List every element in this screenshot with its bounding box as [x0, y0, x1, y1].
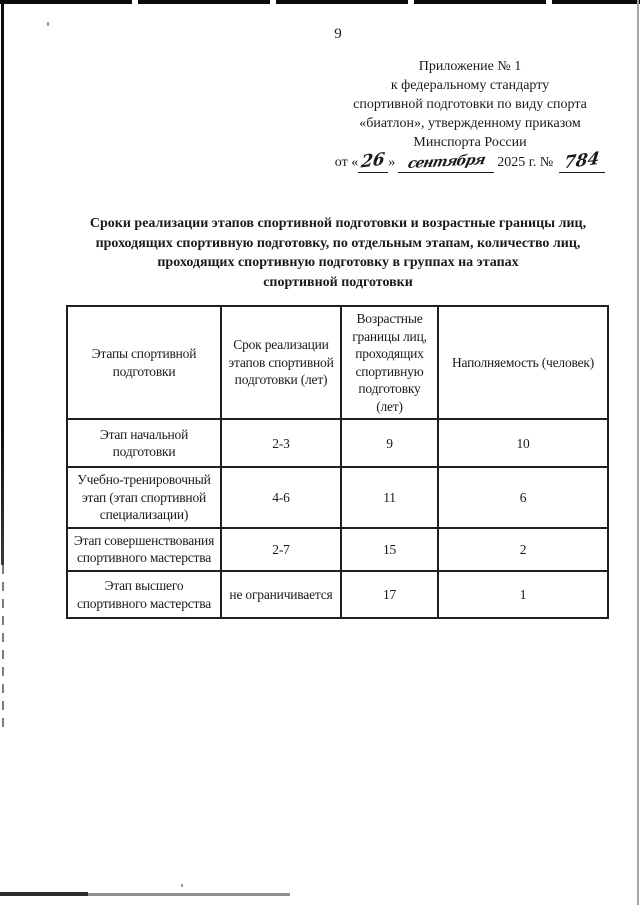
table-cell-age: 11	[340, 466, 439, 529]
table-cell-duration: 2-7	[220, 526, 342, 573]
table-cell-stage: Учебно-тренировочный этап (этап спортивн…	[66, 466, 222, 529]
document-title: Сроки реализации этапов спортивной подго…	[34, 214, 640, 292]
table-cell-stage: Этап совершенствования спортивного масте…	[66, 526, 222, 573]
appendix-line: спортивной подготовки по виду спорта	[353, 97, 587, 112]
column-header-stage: Этапы спортивной подготовки	[66, 304, 222, 421]
scan-edge-bottom-gray	[88, 893, 290, 896]
date-year: 2025 г. №	[497, 155, 554, 170]
table-cell-duration: 4-6	[220, 466, 342, 529]
date-close-quote: »	[388, 155, 396, 170]
appendix-line: Приложение № 1	[418, 59, 522, 74]
table-cell-age: 17	[340, 570, 439, 620]
table-row: Этап высшего спортивного мастерства не о…	[66, 570, 609, 620]
handwritten-day: 26	[360, 149, 387, 173]
date-month-blank: сентября	[398, 151, 495, 173]
date-prefix: от «	[334, 155, 359, 170]
date-number-blank: 784	[559, 148, 606, 174]
date-day-blank: 26	[358, 149, 389, 173]
title-line: спортивной подготовки	[263, 274, 413, 290]
handwritten-month: сентября	[406, 151, 487, 173]
table-cell-duration: 2-3	[220, 418, 342, 469]
table-cell-stage: Этап высшего спортивного мастерства	[66, 570, 222, 620]
column-header-age: Возрастные границы лиц, проходящих спорт…	[340, 304, 439, 421]
table-cell-capacity: 6	[437, 466, 609, 529]
scan-speck	[181, 884, 183, 887]
appendix-line: Минспорта России	[413, 135, 527, 150]
column-header-capacity: Наполняемость (человек)	[437, 304, 609, 421]
date-line: от « 26 » сентября 2025 г. № 784	[332, 148, 608, 174]
appendix-line: к федеральному стандарту	[390, 78, 550, 93]
title-line: проходящих спортивную подготовку, по отд…	[95, 235, 581, 251]
scan-speck	[47, 22, 49, 26]
appendix-block: Приложение № 1 к федеральному стандарту …	[332, 57, 608, 173]
table-row: Учебно-тренировочный этап (этап спортивн…	[66, 466, 609, 529]
table-cell-stage: Этап начальной подготовки	[66, 418, 222, 469]
title-line: Сроки реализации этапов спортивной подго…	[89, 216, 587, 231]
table-cell-capacity: 2	[437, 526, 609, 573]
handwritten-number: 784	[563, 148, 602, 174]
table-cell-age: 9	[340, 418, 439, 469]
scan-edge-right	[637, 0, 639, 905]
scan-edge-bottom-dark	[0, 892, 88, 896]
table-cell-age: 15	[340, 526, 439, 573]
table-row: Этап начальной подготовки 2-3 9 10	[66, 418, 609, 469]
table-cell-capacity: 1	[437, 570, 609, 620]
table-header-row: Этапы спортивной подготовки Срок реализа…	[66, 304, 609, 421]
title-line: проходящих спортивную подготовку в групп…	[157, 255, 519, 270]
stages-table: Этапы спортивной подготовки Срок реализа…	[66, 304, 609, 620]
table-cell-duration: не ограничивается	[220, 570, 342, 620]
scan-edge-top	[0, 0, 640, 4]
column-header-duration: Срок реализации этапов спортивной подгот…	[220, 304, 342, 421]
table-row: Этап совершенствования спортивного масте…	[66, 526, 609, 573]
appendix-line: «биатлон», утвержденному приказом	[359, 116, 581, 131]
scan-edge-left-dashes	[2, 565, 4, 733]
page-number: 9	[334, 26, 342, 42]
scan-edge-left	[1, 0, 4, 565]
table-cell-capacity: 10	[437, 418, 609, 469]
